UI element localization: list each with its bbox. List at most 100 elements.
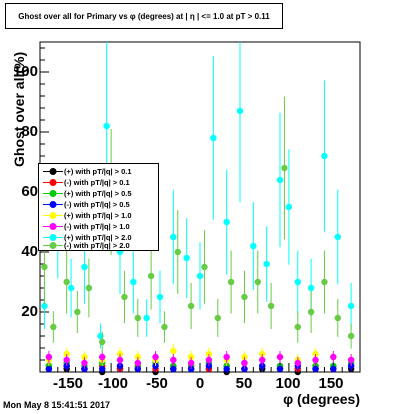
data-point: [307, 284, 315, 292]
legend-marker-icon: [42, 221, 64, 232]
legend-entry: (+) with pT/|q| > 1.0: [42, 210, 158, 221]
data-point: [276, 353, 284, 361]
data-point: [223, 218, 230, 226]
data-point: [347, 302, 355, 310]
data-point: [156, 293, 164, 301]
data-point: [170, 233, 177, 241]
legend-label: (-) with pT/|q| > 0.5: [64, 200, 130, 209]
data-point: [227, 278, 235, 286]
legend-marker-icon: [42, 240, 64, 251]
data-point: [161, 323, 168, 331]
data-point: [281, 164, 288, 172]
legend-marker-icon: [42, 210, 64, 221]
data-point: [330, 365, 337, 373]
data-point: [170, 356, 177, 364]
data-point: [170, 365, 177, 373]
data-point: [223, 365, 230, 373]
data-point: [74, 308, 81, 316]
data-point: [294, 278, 301, 286]
data-point: [312, 365, 319, 373]
x-tick-label: -100: [97, 375, 129, 392]
legend-label: (-) with pT/|q| > 1.0: [64, 222, 130, 231]
y-tick-label: 20: [21, 303, 38, 320]
data-point: [347, 356, 355, 364]
y-tick-label: 60: [21, 183, 38, 200]
x-tick-label: 50: [235, 375, 253, 392]
data-point: [334, 233, 341, 241]
data-point: [250, 242, 257, 250]
data-point: [134, 314, 141, 322]
data-point: [267, 302, 275, 310]
legend-entry: (+) with pT/|q| > 0.5: [42, 188, 158, 199]
x-tick-label: -50: [146, 375, 168, 392]
data-point: [201, 263, 208, 271]
data-point: [236, 107, 244, 115]
legend-label: (-) with pT/|q| > 2.0: [64, 241, 130, 250]
data-point: [170, 347, 177, 355]
data-point: [214, 314, 221, 322]
x-tick-label: 100: [275, 375, 301, 392]
data-point: [334, 314, 341, 322]
data-point: [241, 359, 248, 367]
y-tick-label: 100: [12, 63, 38, 80]
legend-label: (+) with pT/|q| > 0.5: [64, 189, 132, 198]
data-point: [81, 359, 88, 367]
data-point: [307, 308, 315, 316]
data-point: [294, 359, 301, 367]
x-tick-label: 150: [318, 375, 344, 392]
legend-entry: (-) with pT/|q| > 2.0: [42, 240, 158, 251]
data-point: [63, 278, 70, 286]
data-point: [205, 356, 213, 364]
data-point: [330, 353, 337, 361]
legend-label: (+) with pT/|q| > 0.1: [64, 167, 132, 176]
legend-label: (-) with pT/|q| > 0.1: [64, 178, 130, 187]
data-point: [67, 284, 75, 292]
data-point: [103, 122, 110, 130]
data-point: [312, 356, 319, 364]
x-axis-label: φ (degrees): [283, 391, 360, 407]
data-point: [263, 260, 270, 268]
data-point: [276, 176, 284, 184]
data-point: [152, 353, 159, 361]
data-point: [45, 353, 53, 361]
chart-title: Ghost over all for Primary vs φ (degrees…: [5, 3, 283, 29]
data-point: [223, 353, 230, 361]
x-tick-label: 0: [195, 375, 205, 392]
data-point: [99, 353, 106, 361]
data-point: [241, 293, 248, 301]
data-point: [210, 134, 217, 142]
data-point: [45, 365, 53, 373]
data-point: [85, 284, 93, 292]
data-point: [81, 263, 88, 271]
legend-marker-icon: [42, 166, 64, 177]
data-point: [99, 338, 106, 346]
data-point: [321, 278, 328, 286]
x-tick-label: -150: [52, 375, 84, 392]
data-point: [183, 254, 190, 262]
legend-marker-icon: [42, 188, 64, 199]
data-point: [254, 278, 261, 286]
data-point: [259, 356, 266, 364]
timestamp: Mon May 8 15:41:51 2017: [3, 400, 111, 410]
data-point: [116, 356, 124, 364]
data-point: [321, 152, 328, 160]
legend-marker-icon: [42, 177, 64, 188]
data-point: [99, 365, 106, 373]
data-point: [143, 314, 150, 322]
legend-label: (+) with pT/|q| > 2.0: [64, 233, 132, 242]
legend-entry: (-) with pT/|q| > 1.0: [42, 221, 158, 232]
data-point: [50, 323, 57, 331]
data-point: [63, 356, 70, 364]
data-point: [347, 332, 355, 340]
legend-marker-icon: [42, 199, 64, 210]
data-point: [285, 203, 293, 211]
data-point: [121, 293, 128, 301]
legend-entry: (+) with pT/|q| > 0.1: [42, 166, 158, 177]
legend-marker-icon: [42, 232, 64, 243]
data-point: [41, 263, 48, 271]
data-point: [130, 278, 137, 286]
data-point: [41, 302, 48, 310]
y-tick-label: 80: [21, 123, 38, 140]
legend: (+) with pT/|q| > 0.1 (-) with pT/|q| > …: [38, 163, 159, 251]
data-point: [196, 272, 204, 280]
